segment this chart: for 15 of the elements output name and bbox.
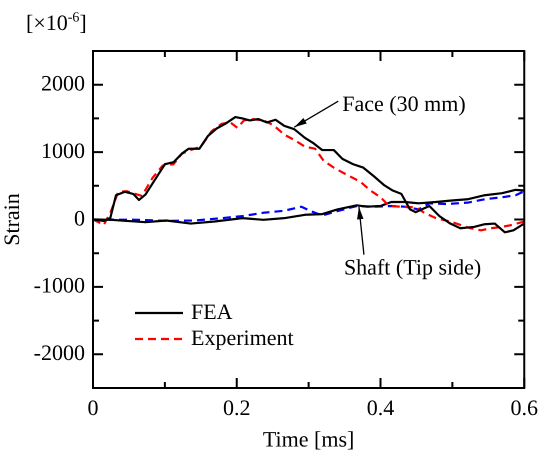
- y-tick-label: 0: [74, 205, 85, 230]
- y-tick-label: 2000: [41, 70, 85, 96]
- legend-label: Experiment: [191, 324, 294, 350]
- x-tick-label: 0.2: [223, 394, 250, 420]
- x-tick-label: 0.6: [510, 394, 538, 420]
- x-tick-label: 0.4: [366, 394, 394, 420]
- annotation: Shaft (Tip side): [344, 254, 482, 280]
- y-axis-title: Strain: [0, 193, 24, 246]
- text: [×10$^{-6}$]: [26, 10, 87, 36]
- y-tick-label: -2000: [34, 340, 85, 366]
- x-axis-title: Time [ms]: [262, 426, 354, 452]
- y-tick-label: 1000: [41, 138, 85, 163]
- annotation: Face (30 mm): [342, 90, 466, 116]
- legend-label: FEA: [191, 298, 233, 324]
- y-tick-label: -1000: [34, 272, 85, 298]
